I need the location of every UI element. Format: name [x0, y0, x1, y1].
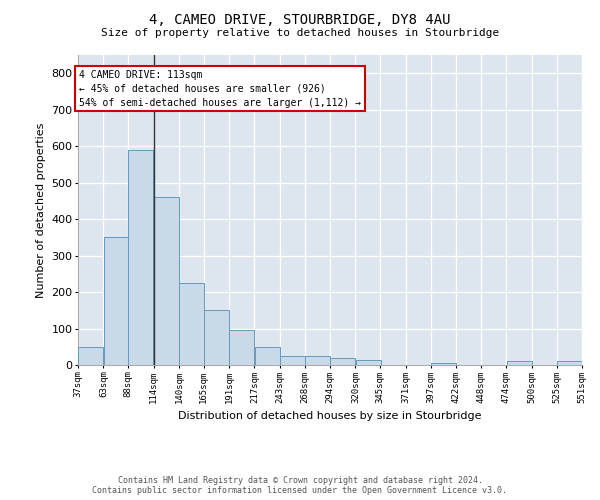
Bar	[179, 283, 204, 365]
Bar	[229, 330, 254, 365]
Bar	[204, 310, 229, 365]
Bar	[431, 363, 456, 365]
Text: Size of property relative to detached houses in Stourbridge: Size of property relative to detached ho…	[101, 28, 499, 38]
Bar	[104, 238, 129, 365]
Bar	[507, 362, 532, 365]
X-axis label: Distribution of detached houses by size in Stourbridge: Distribution of detached houses by size …	[178, 411, 482, 421]
Bar	[305, 356, 330, 365]
Text: 4, CAMEO DRIVE, STOURBRIDGE, DY8 4AU: 4, CAMEO DRIVE, STOURBRIDGE, DY8 4AU	[149, 12, 451, 26]
Bar	[330, 358, 355, 365]
Bar	[255, 347, 280, 365]
Text: 4 CAMEO DRIVE: 113sqm
← 45% of detached houses are smaller (926)
54% of semi-det: 4 CAMEO DRIVE: 113sqm ← 45% of detached …	[79, 70, 361, 108]
Bar	[356, 360, 381, 365]
Bar	[78, 347, 103, 365]
Bar	[154, 197, 179, 365]
Bar	[280, 356, 305, 365]
Bar	[557, 362, 582, 365]
Text: Contains HM Land Registry data © Crown copyright and database right 2024.
Contai: Contains HM Land Registry data © Crown c…	[92, 476, 508, 495]
Y-axis label: Number of detached properties: Number of detached properties	[36, 122, 46, 298]
Bar	[128, 150, 153, 365]
